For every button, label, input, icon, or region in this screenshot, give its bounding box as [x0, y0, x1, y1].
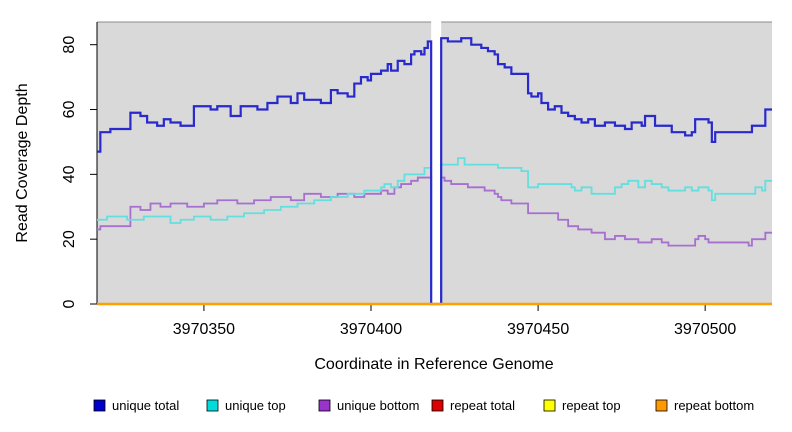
y-tick-label: 40: [61, 165, 78, 183]
x-axis-title: Coordinate in Reference Genome: [314, 356, 553, 373]
y-tick-label: 60: [61, 101, 78, 119]
legend-label-repeat-top: repeat top: [562, 398, 621, 413]
y-tick-label: 80: [61, 36, 78, 54]
x-tick-label: 3970400: [340, 321, 402, 338]
legend-swatch-repeat-bottom: [655, 399, 668, 412]
series-unique-top: [97, 157, 772, 305]
series-unique-total: [97, 37, 772, 306]
gap-band: [431, 10, 442, 303]
legend-label-unique-top: unique top: [225, 398, 286, 413]
series-unique-bottom: [97, 176, 772, 305]
y-tick-label: 20: [61, 230, 78, 248]
legend-swatch-repeat-top: [543, 399, 556, 412]
x-tick-label: 3970500: [674, 321, 736, 338]
y-axis-title: Read Coverage Depth: [14, 83, 31, 242]
legend-label-unique-total: unique total: [112, 398, 179, 413]
legend-swatch-unique-top: [206, 399, 219, 412]
legend-swatch-unique-bottom: [318, 399, 331, 412]
chart-layer: 3970350 3970400 3970450 3970500 0 20 40 60 80 uni…: [61, 10, 772, 413]
legend-swatch-repeat-total: [431, 399, 444, 412]
legend-label-repeat-total: repeat total: [450, 398, 515, 413]
y-tick-label: 0: [61, 299, 78, 308]
legend-label-unique-bottom: unique bottom: [337, 398, 419, 413]
legend-swatch-unique-total: [93, 399, 106, 412]
x-tick-label: 3970450: [507, 321, 569, 338]
legend-label-repeat-bottom: repeat bottom: [674, 398, 754, 413]
x-tick-label: 3970350: [173, 321, 235, 338]
